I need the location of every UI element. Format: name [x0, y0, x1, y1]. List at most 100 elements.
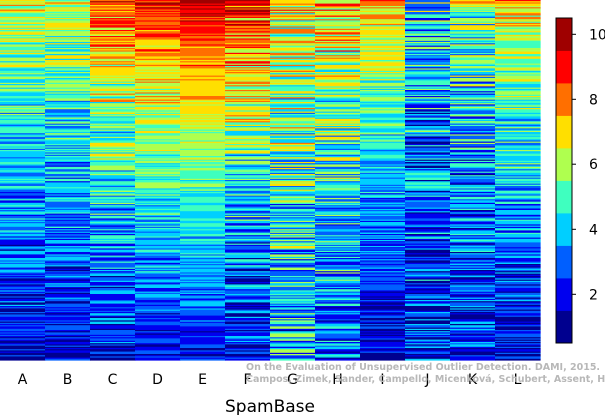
heatmap-cell: [360, 242, 406, 245]
heatmap-cell: [135, 247, 181, 249]
heatmap-cell: [90, 231, 136, 234]
heatmap-cell: [360, 126, 406, 128]
heatmap-cell: [495, 198, 541, 200]
heatmap-cell: [315, 115, 361, 117]
heatmap-cell: [90, 111, 136, 114]
heatmap-cell: [450, 250, 496, 253]
heatmap-cell: [180, 31, 226, 33]
heatmap-cell: [45, 28, 91, 31]
heatmap-cell: [225, 351, 271, 354]
heatmap-cell: [45, 104, 91, 107]
heatmap-cell: [180, 133, 226, 135]
heatmap-cell: [270, 52, 316, 55]
heatmap-cell: [180, 264, 226, 266]
heatmap-cell: [495, 250, 541, 253]
heatmap-cell: [180, 116, 226, 119]
heatmap-cell: [225, 200, 271, 203]
heatmap-cell: [495, 140, 541, 143]
heatmap-cell: [495, 358, 541, 361]
heatmap-cell: [135, 164, 181, 167]
colorbar-level-5: [556, 180, 572, 214]
heatmap-cell: [180, 145, 226, 147]
heatmap-cell: [315, 298, 361, 301]
heatmap-cell: [495, 291, 541, 294]
heatmap-cell: [495, 84, 541, 86]
heatmap-cell: [135, 180, 181, 182]
x-tick-label-E: E: [198, 372, 207, 388]
heatmap-cell: [315, 87, 361, 90]
heatmap-cell: [360, 218, 406, 221]
heatmap-cell: [405, 20, 451, 23]
heatmap-cell: [0, 346, 46, 349]
heatmap-cell: [90, 118, 136, 121]
heatmap-cell: [495, 320, 541, 323]
heatmap-cell: [450, 295, 496, 297]
heatmap-cell: [180, 272, 226, 275]
heatmap-cell: [135, 13, 181, 15]
heatmap-cell: [450, 178, 496, 181]
heatmap-cell: [360, 152, 406, 155]
heatmap-cell: [90, 145, 136, 147]
heatmap-cell: [450, 153, 496, 156]
heatmap-cell: [225, 344, 271, 347]
heatmap-cell: [405, 7, 451, 9]
heatmap-cell: [135, 333, 181, 336]
heatmap-cell: [45, 90, 91, 92]
heatmap-cell: [225, 244, 271, 247]
heatmap-cell: [225, 10, 271, 13]
heatmap-cell: [495, 172, 541, 175]
heatmap-cell: [360, 133, 406, 135]
heatmap-cell: [360, 348, 406, 350]
heatmap-cell: [315, 55, 361, 57]
heatmap-cell: [450, 199, 496, 201]
heatmap-cell: [270, 160, 316, 163]
heatmap-cell: [225, 189, 271, 192]
heatmap-cell: [90, 348, 136, 350]
heatmap-cell: [360, 80, 406, 83]
heatmap-cell: [405, 208, 451, 211]
heatmap-cell: [135, 332, 181, 335]
heatmap-cell: [45, 175, 91, 177]
heatmap-cell: [270, 61, 316, 63]
heatmap-cell: [405, 13, 451, 15]
heatmap-cell: [405, 130, 451, 133]
heatmap-cell: [45, 0, 91, 2]
heatmap-cell: [405, 242, 451, 245]
heatmap-cell: [315, 85, 361, 87]
heatmap-cell: [135, 6, 181, 8]
heatmap-cell: [0, 22, 46, 25]
heatmap-cell: [135, 348, 181, 350]
heatmap-cell: [135, 231, 181, 234]
heatmap-cell: [90, 91, 136, 93]
heatmap-cell: [405, 326, 451, 329]
heatmap-cell: [270, 208, 316, 211]
heatmap-cell: [495, 56, 541, 59]
heatmap-cell: [405, 199, 451, 201]
heatmap-cell: [0, 91, 46, 93]
heatmap-cell: [45, 184, 91, 187]
heatmap-cell: [135, 314, 181, 317]
heatmap-cell: [315, 110, 361, 113]
heatmap-cell: [315, 278, 361, 281]
heatmap-cell: [495, 153, 541, 156]
heatmap-cell: [495, 218, 541, 221]
heatmap-cell: [180, 175, 226, 177]
heatmap-cell: [315, 9, 361, 12]
heatmap-cell: [495, 96, 541, 98]
heatmap-cell: [45, 103, 91, 105]
heatmap-cell: [180, 355, 226, 357]
heatmap-cell: [45, 228, 91, 230]
heatmap-cell: [0, 224, 46, 227]
heatmap-cell: [225, 111, 271, 114]
heatmap-cell: [315, 188, 361, 191]
heatmap-cell: [225, 22, 271, 25]
heatmap-cell: [495, 282, 541, 284]
heatmap-cell: [315, 78, 361, 80]
heatmap-cell: [225, 346, 271, 349]
heatmap-cell: [45, 69, 91, 72]
heatmap-cell: [225, 186, 271, 188]
heatmap-cell: [90, 304, 136, 307]
heatmap-cell: [0, 190, 46, 193]
heatmap-cell: [270, 76, 316, 79]
heatmap-cell: [225, 50, 271, 53]
